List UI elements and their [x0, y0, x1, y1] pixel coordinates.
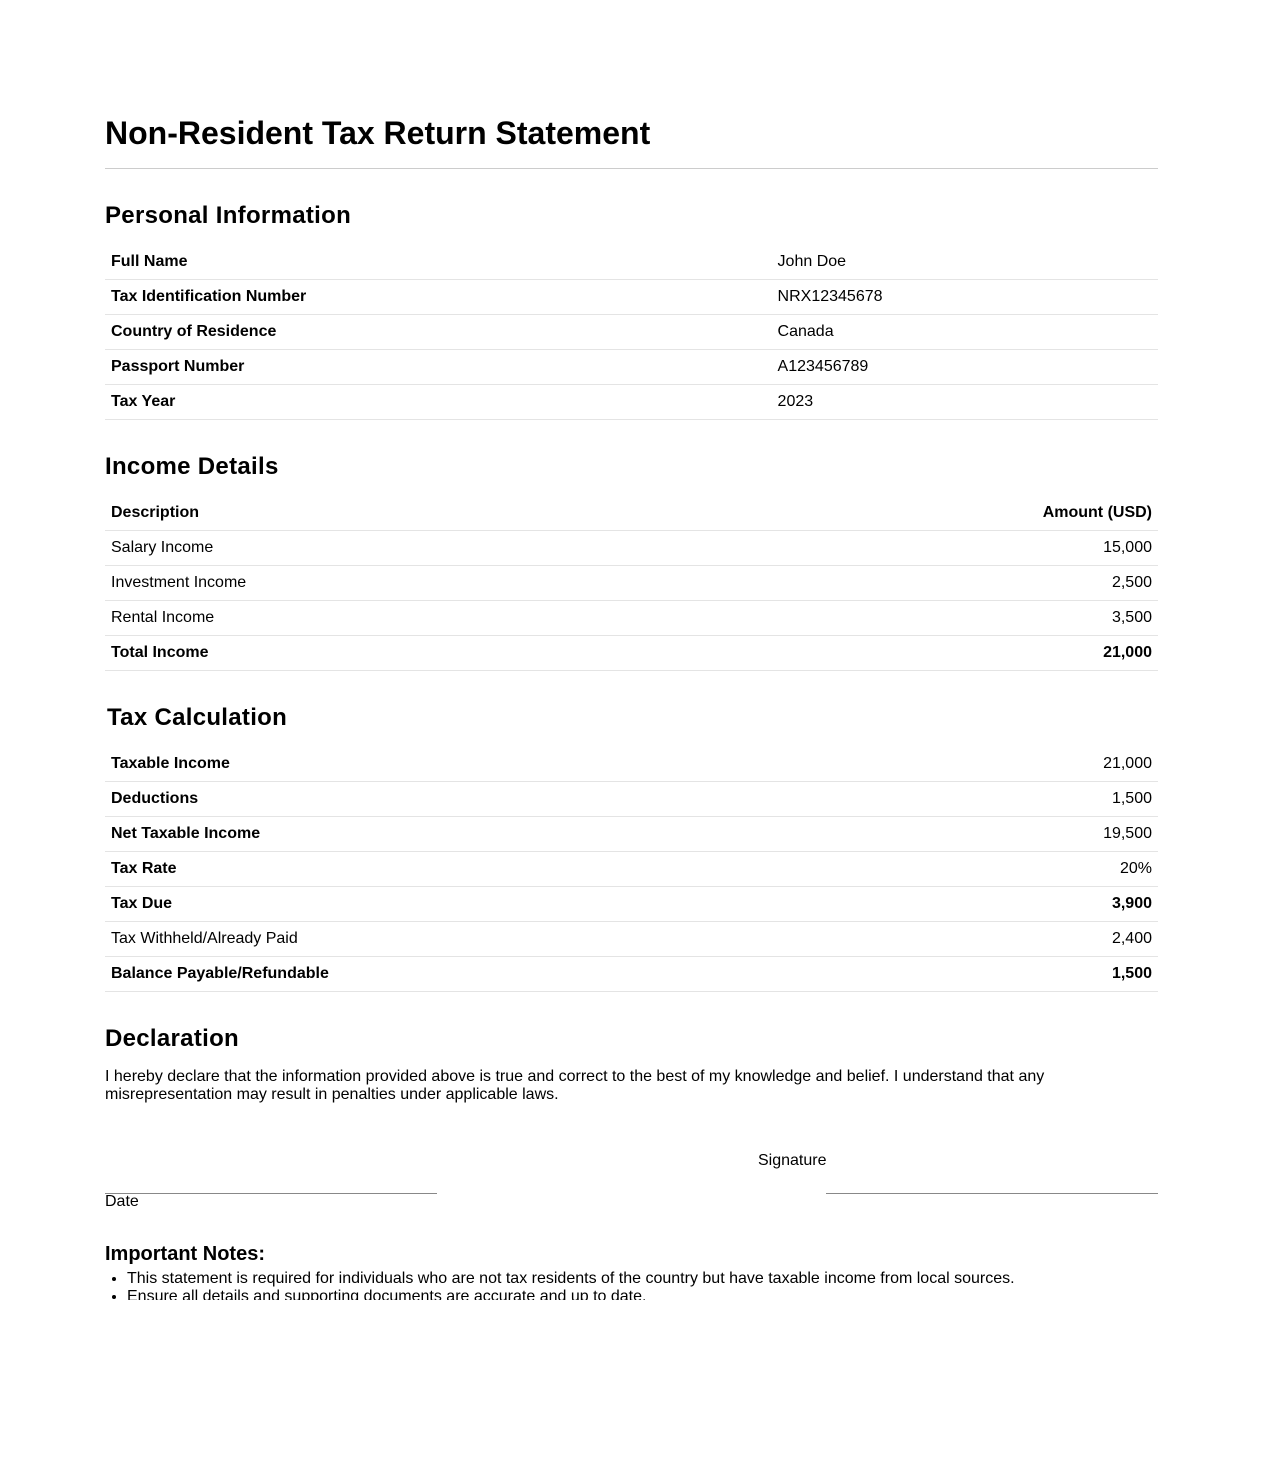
row-label: Total Income	[105, 635, 737, 671]
table-row: Passport Number A123456789	[105, 349, 1158, 385]
row-value: 2023	[771, 384, 1158, 420]
divider	[105, 168, 1158, 169]
row-label: Balance Payable/Refundable	[105, 956, 737, 992]
date-line	[105, 1193, 437, 1194]
row-value: John Doe	[771, 245, 1158, 280]
notes: Important Notes: This statement is requi…	[105, 1242, 1158, 1300]
table-row: Tax Year 2023	[105, 384, 1158, 420]
row-value: NRX12345678	[771, 279, 1158, 315]
income-table: Description Amount (USD) Salary Income 15,0…	[105, 496, 1158, 671]
row-label: Tax Year	[105, 384, 772, 420]
row-label: Tax Rate	[105, 851, 737, 887]
row-value: 2,500	[736, 565, 1158, 601]
row-value: 1,500	[736, 956, 1158, 992]
row-value: A123456789	[771, 349, 1158, 385]
row-label: Tax Due	[105, 886, 737, 922]
row-label: Tax Withheld/Already Paid	[105, 921, 737, 957]
column-header: Amount (USD)	[736, 496, 1158, 531]
section-heading: Income Details	[105, 453, 279, 480]
table-row: Tax Identification Number NRX12345678	[105, 279, 1158, 315]
table-row: Country of Residence Canada	[105, 314, 1158, 350]
note-item: Ensure all details and supporting docume…	[127, 1288, 1158, 1300]
note-item: This statement is required for individua…	[127, 1270, 1158, 1288]
row-value: 3,500	[736, 600, 1158, 636]
date-label: Date	[105, 1193, 139, 1210]
section-heading: Tax Calculation	[107, 704, 288, 731]
table-row: Net Taxable Income 19,500	[105, 816, 1158, 852]
table-row: Deductions 1,500	[105, 781, 1158, 817]
table-row: Salary Income 15,000	[105, 530, 1158, 566]
table-row: Investment Income 2,500	[105, 565, 1158, 601]
row-label: Country of Residence	[105, 314, 772, 350]
table-row: Full Name John Doe	[105, 245, 1158, 280]
row-value: 15,000	[736, 530, 1158, 566]
personal-table: Full Name John Doe Tax Identification Numb…	[105, 245, 1158, 420]
table-header: Description Amount (USD)	[105, 496, 1158, 531]
declaration-text: I hereby declare that the information pr…	[105, 1068, 1045, 1103]
notes-heading: Important Notes:	[105, 1243, 265, 1265]
row-value: 20%	[736, 851, 1158, 887]
row-value: 2,400	[736, 921, 1158, 957]
table-row: Taxable Income 21,000	[105, 747, 1158, 782]
row-value: 1,500	[736, 781, 1158, 817]
table-row: Tax Due 3,900	[105, 886, 1158, 922]
row-label: Salary Income	[105, 530, 737, 566]
signature-label: Signature	[758, 1152, 827, 1169]
row-label: Full Name	[105, 245, 772, 280]
row-label: Investment Income	[105, 565, 737, 601]
row-label: Deductions	[105, 781, 737, 817]
tax-table: Taxable Income 21,000 Deductions 1,500 Net T…	[105, 747, 1158, 992]
table-row: Tax Withheld/Already Paid 2,400	[105, 921, 1158, 957]
table-row: Tax Rate 20%	[105, 851, 1158, 887]
row-label: Taxable Income	[105, 747, 737, 782]
row-value: 3,900	[736, 886, 1158, 922]
row-label: Rental Income	[105, 600, 737, 636]
column-header: Description	[105, 496, 737, 531]
row-label: Passport Number	[105, 349, 772, 385]
row-value: 21,000	[736, 635, 1158, 671]
table-row: Rental Income 3,500	[105, 600, 1158, 636]
title: Non-Resident Tax Return Statement	[105, 115, 651, 151]
row-label: Tax Identification Number	[105, 279, 772, 315]
section-heading: Personal Information	[105, 202, 352, 229]
row-value: 21,000	[736, 747, 1158, 782]
row-value: 19,500	[736, 816, 1158, 852]
notes-list: This statement is required for individua…	[105, 1270, 1158, 1300]
table-row: Balance Payable/Refundable 1,500	[105, 956, 1158, 992]
row-label: Net Taxable Income	[105, 816, 737, 852]
table-row: Total Income 21,000	[105, 635, 1158, 671]
signature-line	[826, 1193, 1158, 1194]
section-heading: Declaration	[105, 1025, 240, 1052]
row-value: Canada	[771, 314, 1158, 350]
